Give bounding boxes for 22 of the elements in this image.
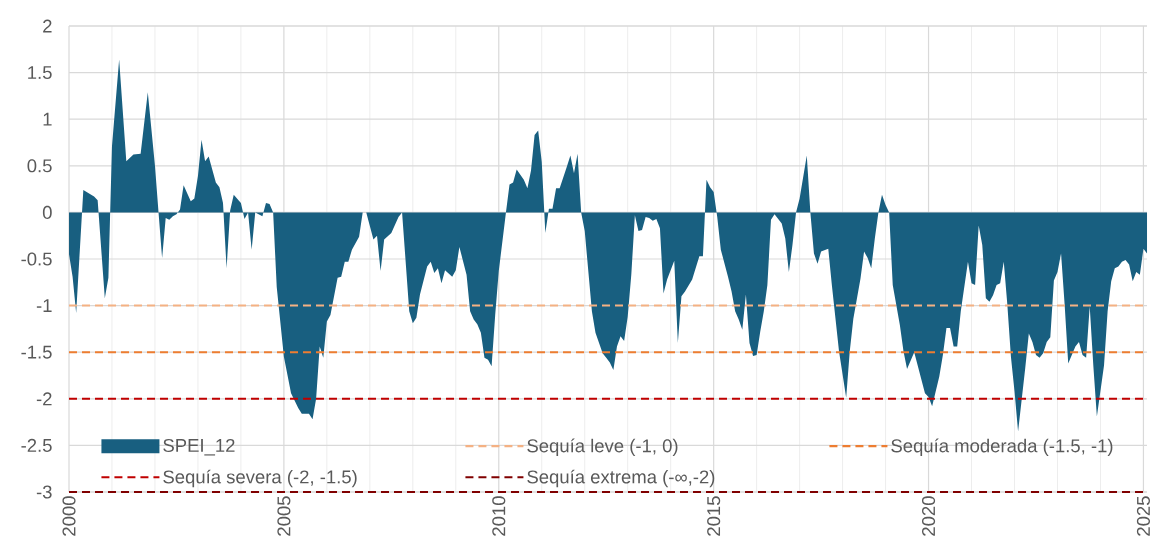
legend-label: Sequía severa (-2, -1.5): [163, 469, 357, 488]
legend-label: Sequía leve (-1, 0): [527, 438, 678, 457]
y-tick-label: -2.5: [21, 438, 52, 452]
x-tick-label: 2025: [1136, 496, 1150, 536]
y-tick-label: 1: [43, 112, 52, 126]
legend-label: Sequía moderada (-1.5, -1): [891, 438, 1113, 457]
y-tick-label: 0.5: [27, 159, 52, 173]
y-tick-label: 2: [43, 19, 52, 33]
x-tick-label: 2015: [707, 496, 721, 536]
legend-label: SPEI_12: [163, 438, 235, 456]
y-tick-label: -2: [36, 392, 52, 406]
x-tick-label: 2005: [277, 496, 291, 536]
y-tick-label: 0: [42, 205, 52, 219]
x-tick-label: 2010: [492, 496, 506, 536]
y-tick-label: -1.5: [21, 345, 52, 359]
y-tick-label: -0.5: [21, 252, 52, 266]
y-tick-label: 1.5: [28, 66, 52, 80]
y-tick-label: -3: [36, 485, 52, 499]
x-tick-label: 2020: [921, 496, 936, 536]
x-tick-label: 2000: [62, 496, 76, 536]
y-tick-label: -1: [36, 299, 52, 312]
ref-line-label: Sequía extrema (-∞,-2): [527, 469, 715, 488]
